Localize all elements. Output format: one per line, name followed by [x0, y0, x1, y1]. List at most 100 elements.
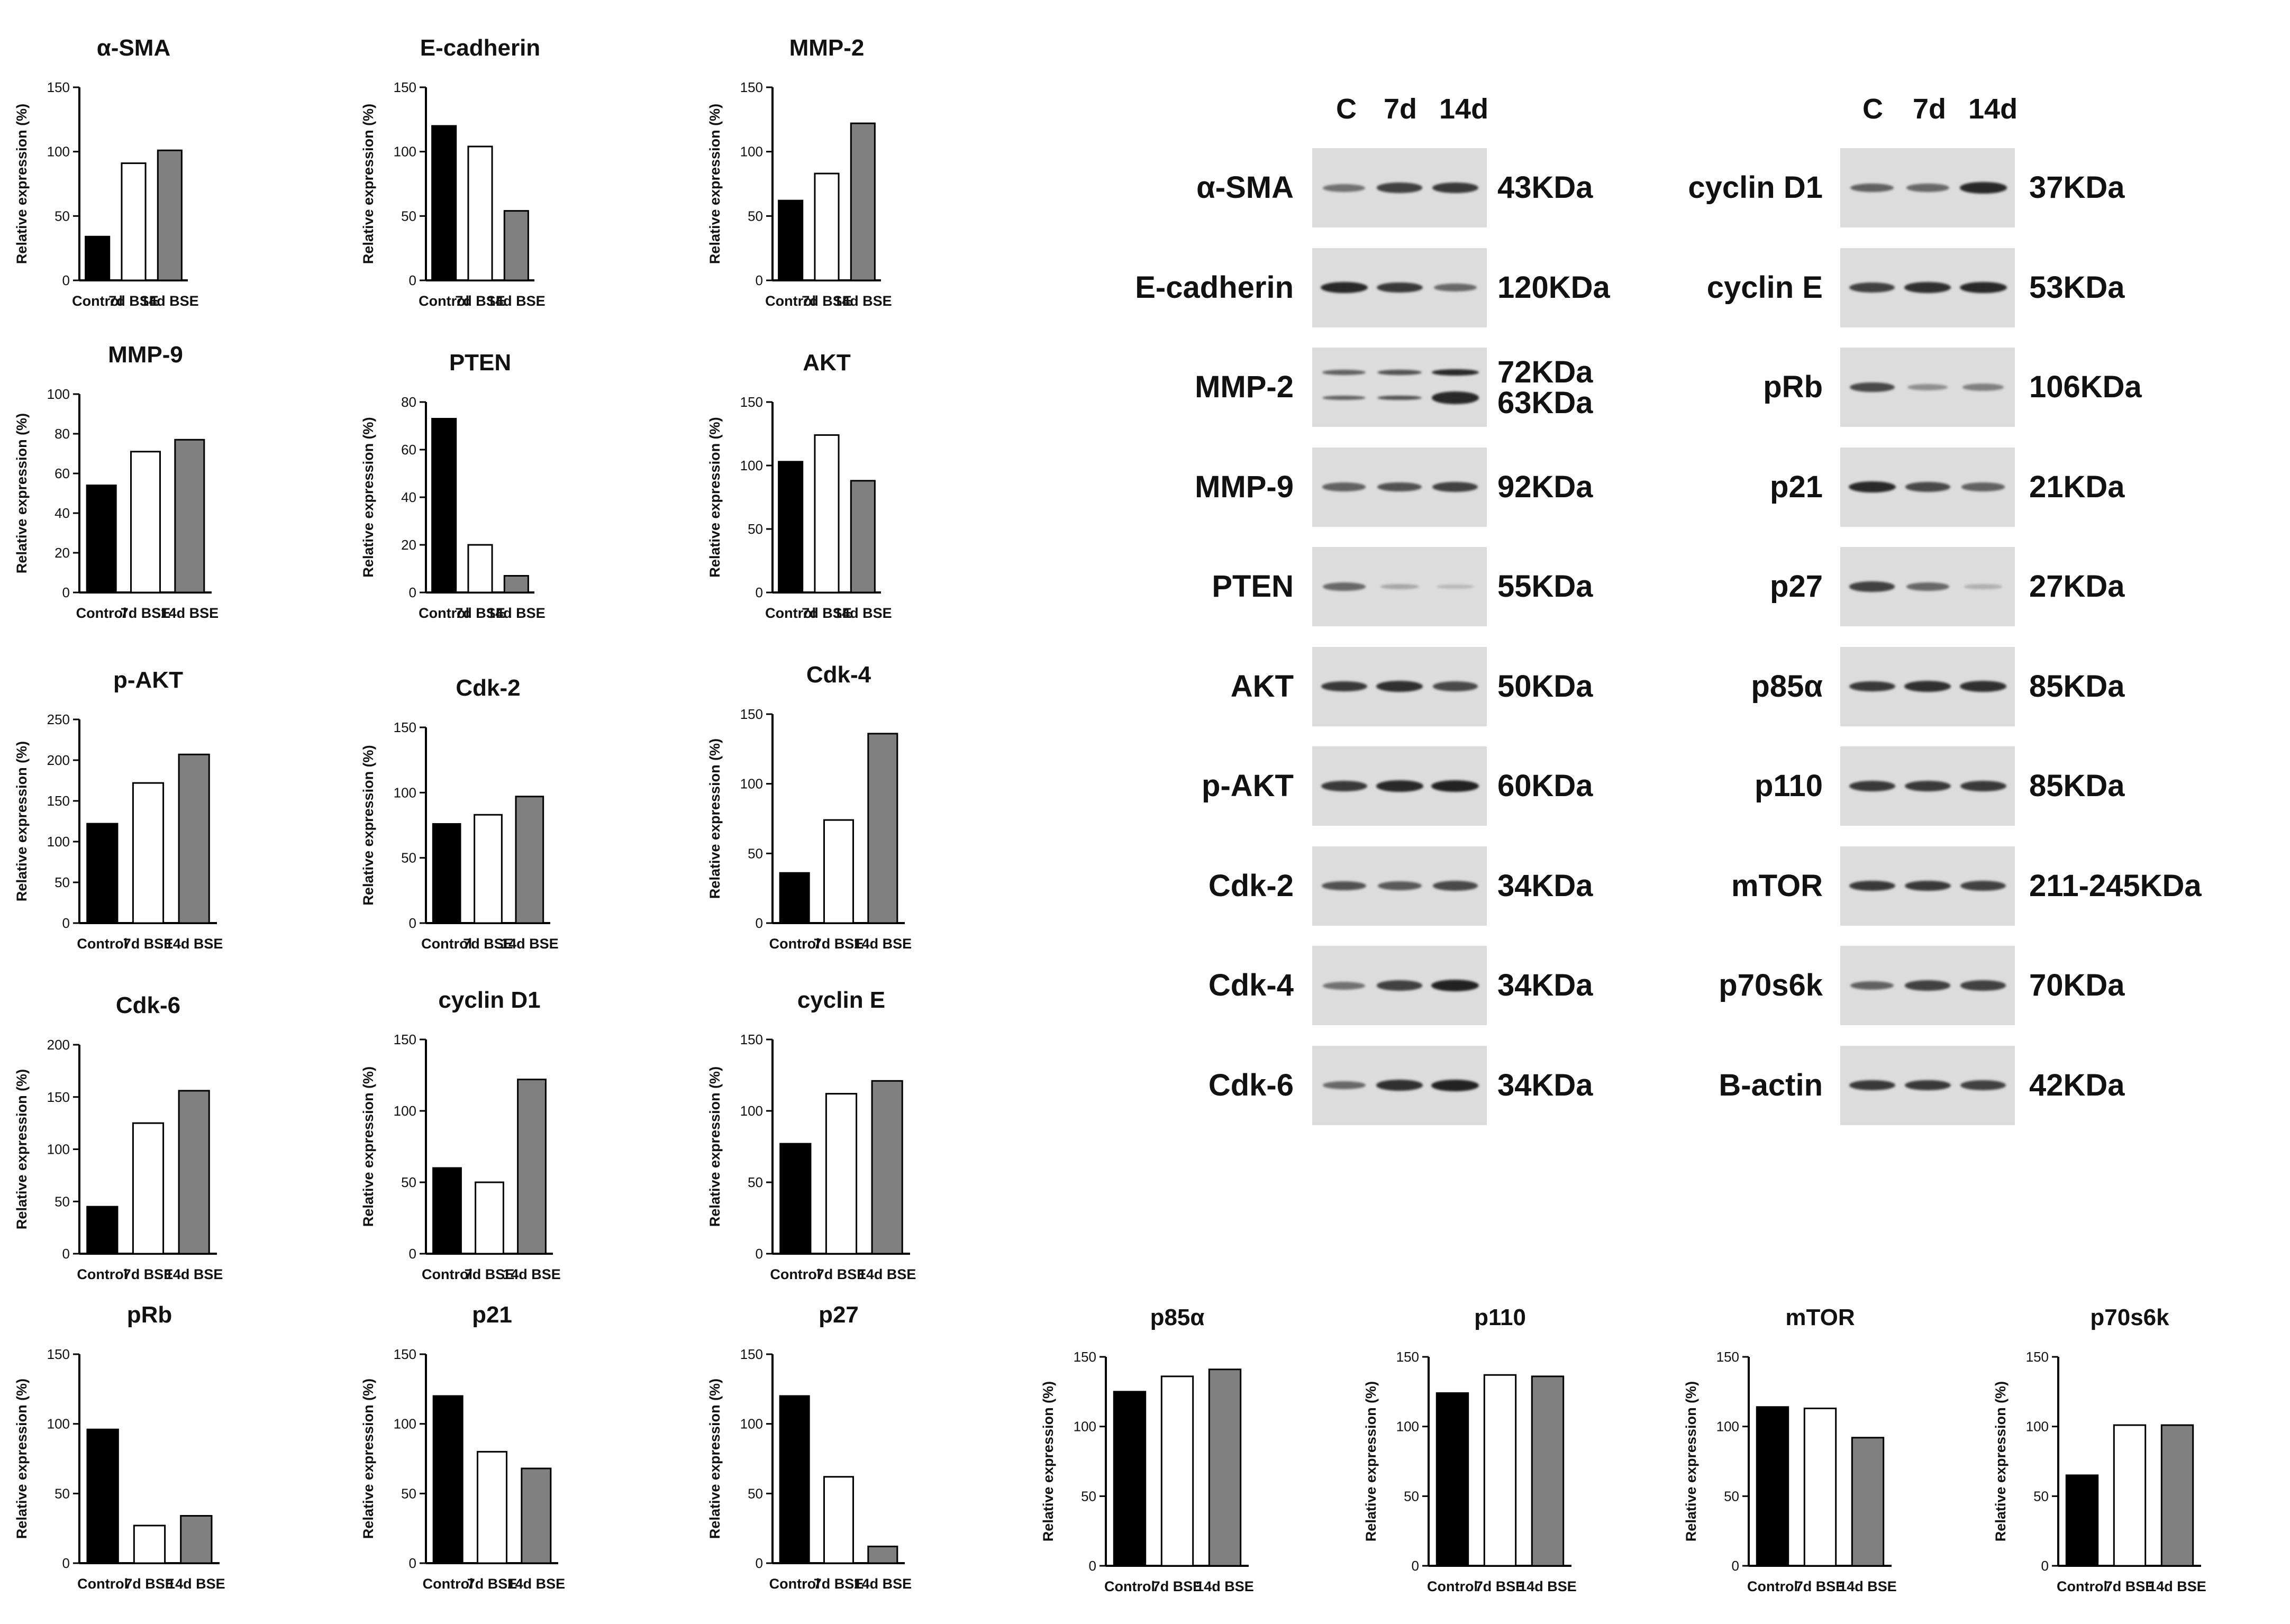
y-tick-label: 150	[394, 1032, 416, 1047]
molecular-weight-label: 53KDa	[2029, 270, 2125, 305]
y-tick-label: 100	[47, 386, 70, 402]
molecular-weight-label: 34KDa	[1497, 1068, 1593, 1102]
x-tick-label: Control	[2057, 1579, 2107, 1594]
x-tick-label: Control	[1104, 1579, 1155, 1594]
chart-title: MMP-2	[789, 35, 865, 61]
chart-title: E-cadherin	[420, 35, 540, 61]
bar-7d	[1483, 1374, 1517, 1567]
bar-14d	[515, 796, 544, 924]
chart-mmp-9: MMP-9 Relative expression (%) 0 20 40 60 80 100…	[14, 342, 219, 621]
band	[1904, 282, 1951, 293]
chart-title: p85α	[1150, 1304, 1205, 1330]
molecular-weight-label: 50KDa	[1497, 669, 1593, 704]
x-tick-label: 7d BSE	[814, 936, 864, 952]
y-tick-label: 100	[740, 1103, 763, 1119]
molecular-weight-label: 43KDa	[1497, 170, 1593, 205]
y-tick-label: 60	[401, 442, 416, 458]
blot-label-p-akt: p-AKT	[1202, 769, 1294, 803]
band	[1377, 183, 1422, 193]
blot-label-mmp-2: MMP-2	[1195, 370, 1294, 404]
bar-control	[431, 125, 457, 281]
x-tick-label: 14d BSE	[1519, 1579, 1577, 1594]
chart-title: p70s6k	[2090, 1304, 2169, 1330]
band	[1960, 781, 2006, 791]
band	[1959, 281, 2007, 294]
band	[1431, 369, 1479, 376]
blot-label-cdk-6: Cdk-6	[1208, 1068, 1294, 1102]
blot-strip-mtor	[1840, 846, 2015, 926]
molecular-weight-label: 21KDa	[2029, 469, 2125, 504]
x-tick-label: 7d BSE	[2105, 1579, 2155, 1594]
bar-control	[432, 823, 461, 924]
y-tick-label: 60	[54, 466, 70, 481]
y-tick-label: 0	[1089, 1558, 1096, 1574]
chart-title: mTOR	[1785, 1304, 1855, 1330]
x-tick-label: 14d BSE	[501, 936, 559, 952]
y-tick-label: 0	[62, 1555, 70, 1571]
blot-strip-cyclin-d1	[1840, 148, 2015, 227]
blot-strip-cdk-4	[1312, 946, 1487, 1025]
x-tick-label: Control	[421, 936, 472, 952]
chart-e-cadherin: E-cadherin Relative expression (%) 0 50 100 1…	[360, 35, 546, 309]
y-tick-label: 50	[401, 850, 416, 866]
chart-p70s6k: p70s6k Relative expression (%) 0 50 100 150 Co…	[1993, 1304, 2206, 1594]
y-tick-label: 50	[2033, 1488, 2049, 1504]
molecular-weight-label: 72KDa	[1497, 355, 1593, 389]
band	[1431, 980, 1479, 991]
molecular-weight-label: 34KDa	[1497, 868, 1593, 903]
molecular-weight-label: 55KDa	[1497, 569, 1593, 604]
chart-alpha-sma: α-SMA Relative expression (%) 0 50 100 150 Con…	[14, 35, 199, 309]
chart-p-akt: p-AKT Relative expression (%) 0 50 100 150 200…	[14, 667, 223, 952]
bar-14d	[867, 733, 898, 924]
band	[1960, 980, 2006, 991]
y-tick-label: 50	[748, 1485, 763, 1501]
bar-7d	[823, 819, 854, 924]
y-axis-label: Relative expression (%)	[14, 413, 30, 573]
band	[1905, 980, 1950, 991]
band	[1376, 282, 1423, 293]
bar-7d	[130, 451, 161, 594]
molecular-weight-label: 106KDa	[2029, 370, 2142, 404]
y-tick-label: 150	[47, 793, 70, 809]
molecular-weight-label: 92KDa	[1497, 469, 1593, 504]
y-tick-label: 150	[47, 1346, 70, 1362]
y-tick-label: 0	[756, 915, 763, 931]
band	[1849, 282, 1895, 293]
blot-strip-cdk-2	[1312, 846, 1487, 926]
blot-label-p110: p110	[1755, 769, 1823, 803]
blot-strip-pten	[1312, 547, 1487, 626]
y-tick-label: 0	[62, 585, 70, 600]
bar-14d	[1208, 1368, 1242, 1567]
band	[1904, 880, 1951, 891]
band	[1377, 482, 1422, 492]
y-tick-label: 150	[394, 79, 416, 95]
blot-strip-p110	[1840, 746, 2015, 826]
molecular-weight-label: 63KDa	[1497, 386, 1593, 420]
y-tick-label: 50	[54, 874, 70, 890]
y-tick-label: 40	[401, 489, 416, 505]
chart-title: p110	[1474, 1304, 1526, 1330]
y-tick-label: 0	[756, 1246, 763, 1262]
band	[1432, 881, 1478, 891]
chart-title: pRb	[127, 1302, 172, 1328]
bar-control	[1756, 1406, 1789, 1567]
chart-title: α-SMA	[97, 35, 170, 61]
y-axis-label: Relative expression (%)	[1683, 1381, 1699, 1541]
x-tick-label: 14d BSE	[858, 1266, 916, 1282]
y-tick-label: 100	[47, 144, 70, 160]
band	[1431, 780, 1479, 792]
x-tick-label: Control	[1747, 1579, 1798, 1594]
x-tick-label: 14d BSE	[507, 1576, 566, 1592]
bar-7d	[2113, 1424, 2147, 1567]
y-tick-label: 100	[394, 1416, 416, 1432]
band	[1321, 781, 1367, 791]
y-tick-label: 100	[1074, 1419, 1096, 1435]
x-tick-label: 7d BSE	[455, 605, 505, 621]
x-tick-label: Control	[765, 293, 816, 309]
bar-control	[778, 199, 804, 281]
x-tick-label: 7d BSE	[1152, 1579, 1203, 1594]
y-tick-label: 100	[47, 1142, 70, 1157]
chart-title: cyclin E	[797, 987, 885, 1013]
bar-control	[86, 1428, 119, 1564]
y-tick-label: 50	[1724, 1488, 1739, 1504]
